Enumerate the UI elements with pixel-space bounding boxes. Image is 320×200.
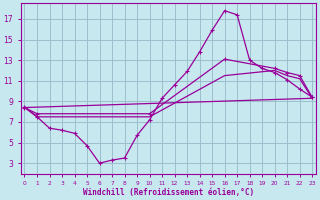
X-axis label: Windchill (Refroidissement éolien,°C): Windchill (Refroidissement éolien,°C) [83,188,254,197]
